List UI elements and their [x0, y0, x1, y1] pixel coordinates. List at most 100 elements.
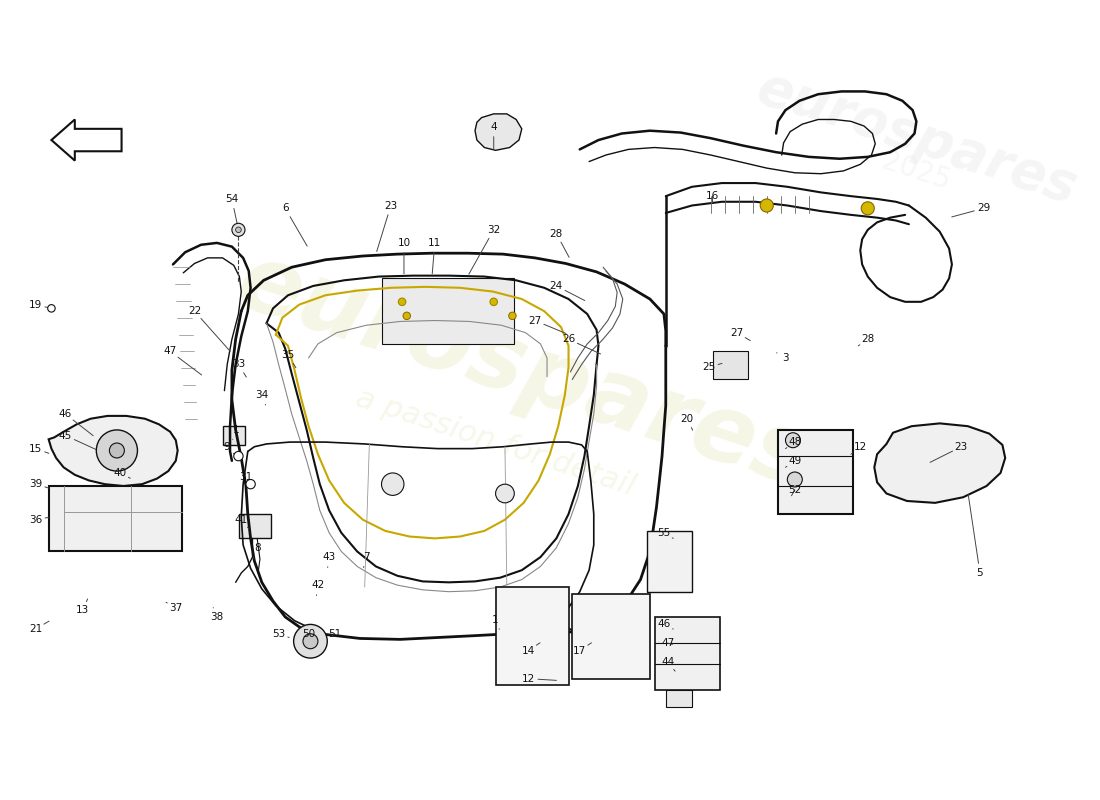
- Text: 52: 52: [789, 485, 802, 494]
- Text: 21: 21: [29, 624, 42, 634]
- Text: 7: 7: [363, 552, 370, 562]
- Text: 13: 13: [76, 606, 89, 615]
- Text: 49: 49: [789, 456, 802, 466]
- Text: 42: 42: [311, 580, 324, 590]
- Text: eurospares: eurospares: [226, 236, 822, 508]
- Text: 38: 38: [210, 612, 223, 622]
- Text: 31: 31: [240, 472, 253, 482]
- Polygon shape: [654, 617, 720, 690]
- Text: 48: 48: [789, 437, 802, 447]
- Text: 16: 16: [706, 191, 719, 201]
- Polygon shape: [572, 594, 650, 678]
- Text: 29: 29: [977, 203, 990, 214]
- Text: 40: 40: [113, 468, 127, 478]
- Polygon shape: [496, 587, 569, 685]
- Text: 55: 55: [658, 528, 671, 538]
- Circle shape: [496, 484, 515, 503]
- Polygon shape: [48, 416, 178, 486]
- Text: 12: 12: [854, 442, 867, 452]
- Text: 5: 5: [977, 568, 983, 578]
- Text: 53: 53: [272, 629, 285, 638]
- Text: 50: 50: [302, 629, 315, 638]
- Circle shape: [235, 227, 241, 233]
- Polygon shape: [382, 278, 515, 344]
- Circle shape: [234, 451, 243, 461]
- Circle shape: [246, 479, 255, 489]
- Circle shape: [47, 305, 55, 312]
- Circle shape: [403, 312, 410, 319]
- Text: 12: 12: [521, 674, 535, 684]
- Circle shape: [97, 430, 138, 471]
- Text: 33: 33: [232, 359, 245, 370]
- Circle shape: [109, 443, 124, 458]
- Text: 28: 28: [861, 334, 875, 344]
- Text: 47: 47: [164, 346, 177, 356]
- Polygon shape: [713, 351, 748, 379]
- Text: 37: 37: [169, 602, 183, 613]
- Text: 14: 14: [521, 646, 535, 656]
- Text: 10: 10: [397, 238, 410, 248]
- Circle shape: [785, 433, 801, 448]
- Circle shape: [490, 298, 497, 306]
- Polygon shape: [52, 119, 122, 161]
- Polygon shape: [222, 426, 245, 445]
- Text: 4: 4: [491, 122, 497, 132]
- Text: 44: 44: [661, 657, 674, 667]
- Text: 27: 27: [528, 315, 541, 326]
- Text: 8: 8: [254, 542, 261, 553]
- Polygon shape: [475, 114, 521, 150]
- Polygon shape: [778, 430, 800, 454]
- Text: 23: 23: [384, 201, 397, 210]
- Circle shape: [398, 298, 406, 306]
- Text: 46: 46: [58, 409, 73, 419]
- Polygon shape: [778, 458, 812, 498]
- Text: 47: 47: [661, 638, 674, 648]
- Text: 9: 9: [223, 442, 230, 452]
- Text: 22: 22: [188, 306, 201, 316]
- Text: 6: 6: [282, 203, 288, 214]
- Text: a passion for detail: a passion for detail: [352, 383, 639, 501]
- Text: 28: 28: [550, 229, 563, 238]
- Text: 24: 24: [550, 281, 563, 291]
- Text: 15: 15: [29, 444, 42, 454]
- Text: 35: 35: [282, 350, 295, 360]
- Polygon shape: [778, 430, 852, 514]
- Circle shape: [861, 202, 875, 215]
- Text: 19: 19: [29, 300, 42, 310]
- Text: 1: 1: [493, 614, 499, 625]
- Text: 39: 39: [29, 479, 42, 489]
- Polygon shape: [48, 486, 183, 551]
- Text: 3: 3: [782, 353, 789, 363]
- Polygon shape: [240, 514, 272, 538]
- Text: 34: 34: [255, 390, 268, 400]
- Circle shape: [382, 473, 404, 495]
- Text: 43: 43: [322, 552, 335, 562]
- Text: 11: 11: [428, 238, 441, 248]
- Text: 46: 46: [658, 619, 671, 630]
- Polygon shape: [654, 545, 673, 564]
- Text: eurospares: eurospares: [750, 62, 1082, 214]
- Text: 41: 41: [234, 514, 248, 525]
- Text: 51: 51: [328, 629, 341, 638]
- Text: 32: 32: [487, 225, 500, 235]
- Circle shape: [508, 312, 516, 319]
- Text: 36: 36: [29, 514, 42, 525]
- Circle shape: [302, 634, 318, 649]
- Text: 27: 27: [730, 328, 744, 338]
- Polygon shape: [647, 531, 692, 592]
- Circle shape: [232, 223, 245, 236]
- Circle shape: [294, 625, 328, 658]
- Polygon shape: [666, 690, 692, 706]
- Circle shape: [788, 472, 802, 487]
- Text: 25: 25: [702, 362, 715, 372]
- Text: 1: 1: [232, 425, 239, 435]
- Text: 23: 23: [955, 442, 968, 452]
- Text: 2025: 2025: [879, 146, 955, 195]
- Text: 54: 54: [226, 194, 239, 204]
- Polygon shape: [874, 423, 1005, 503]
- Text: 45: 45: [58, 430, 73, 441]
- Text: 17: 17: [573, 646, 586, 656]
- Text: 20: 20: [681, 414, 694, 424]
- Circle shape: [760, 199, 773, 212]
- Text: 26: 26: [562, 334, 575, 344]
